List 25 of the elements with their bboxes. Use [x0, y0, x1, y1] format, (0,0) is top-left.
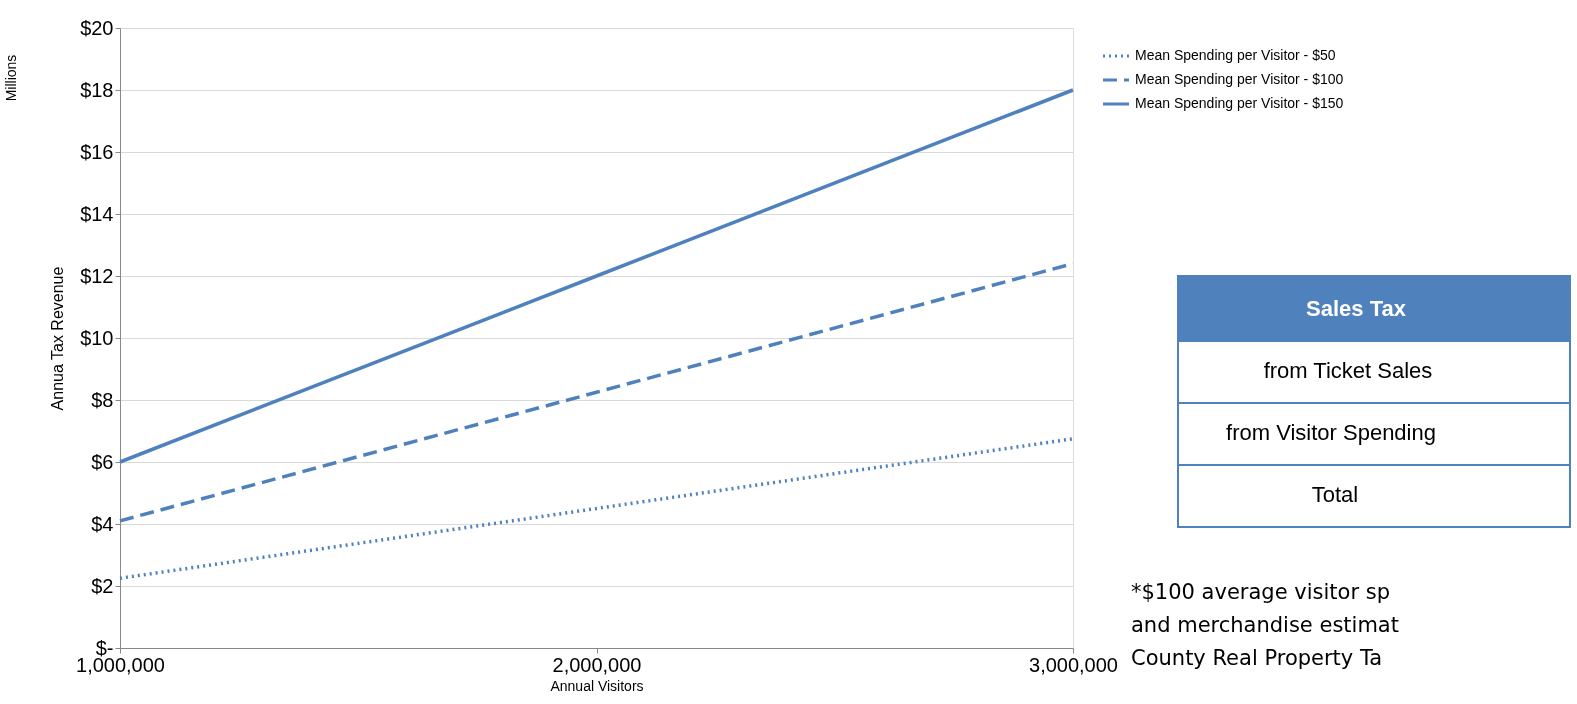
legend-label: Mean Spending per Visitor - $50 — [1135, 47, 1336, 63]
x-axis-title: Annual Visitors — [550, 677, 644, 694]
y-tick-label: $2 — [91, 574, 114, 597]
y-tick-label: $4 — [91, 512, 114, 535]
y-tick-label: $12 — [80, 264, 114, 287]
y-tick-label: $10 — [80, 326, 114, 349]
text: from Ticket Sales — [1263, 358, 1433, 383]
text: Total — [1311, 482, 1359, 507]
legend-label: Mean Spending per Visitor - $150 — [1135, 95, 1344, 111]
y-tick-label: $14 — [80, 202, 114, 225]
y-tick-label: $16 — [80, 140, 114, 163]
legend-label: Mean Spending per Visitor - $100 — [1135, 71, 1344, 87]
y-tick-label: $8 — [91, 388, 114, 411]
y-tick-label: $6 — [91, 450, 114, 473]
x-tick-label: 3,000,000 — [1029, 653, 1118, 676]
y-axis-title: Annua Tax Revenue — [49, 266, 67, 411]
text: and merchandise estimat — [1131, 613, 1399, 637]
text: Millions — [3, 54, 19, 102]
text: *$100 average visitor sp — [1131, 580, 1390, 604]
text: County Real Property Ta — [1131, 646, 1383, 670]
text: Sales Tax — [1306, 296, 1407, 321]
text: from Visitor Spending — [1226, 420, 1436, 445]
y-tick-label: $18 — [80, 78, 114, 101]
x-tick-label: 2,000,000 — [552, 653, 642, 676]
y-tick-label: $20 — [80, 16, 114, 39]
